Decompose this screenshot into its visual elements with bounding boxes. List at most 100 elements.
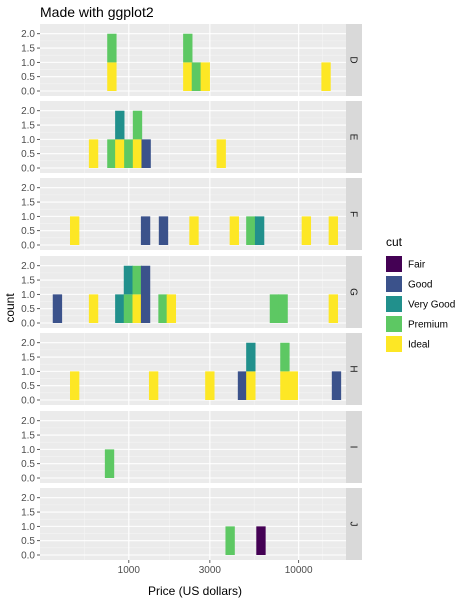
y-tick-label: 0.0 [21, 164, 35, 175]
legend-key [386, 316, 402, 332]
y-tick-label: 2.0 [21, 106, 35, 117]
x-axis-title: Price (US dollars) [148, 584, 242, 598]
y-tick-label: 0.0 [21, 241, 35, 252]
facet-strip [346, 101, 362, 173]
x-tick-label: 1000 [118, 565, 141, 576]
y-tick-label: 0.0 [21, 396, 35, 407]
y-tick-label: 1.0 [21, 135, 35, 146]
bar-premium [246, 216, 256, 245]
legend: cut Fair Good Very Good Premium Ideal [386, 235, 455, 352]
bar-good [140, 265, 151, 323]
y-tick-label: 1.5 [21, 44, 35, 55]
bar-premium [269, 294, 280, 323]
bar-fair [256, 526, 266, 555]
bar-ideal [301, 216, 312, 245]
bar-premium [183, 33, 193, 63]
facet-panel-d: 0.0 0.5 1.0 1.5 2.0 D [21, 24, 362, 98]
legend-key [386, 256, 402, 272]
facet-panel-f: 0.0 0.5 1.0 1.5 2.0 F [21, 178, 362, 252]
facet-panel-g: 0.0 0.5 1.0 1.5 2.0 G [21, 256, 362, 330]
bar-premium [107, 139, 117, 168]
y-tick-label: 1.5 [21, 508, 35, 519]
legend-item-good: Good [386, 276, 432, 292]
bar-premium [191, 62, 202, 91]
bar-premium [278, 294, 288, 323]
y-tick-label: 2.0 [21, 338, 35, 349]
panel-background [40, 256, 346, 328]
y-tick-label: 0.5 [21, 304, 35, 315]
bar-ideal [132, 294, 142, 323]
bar-premium [123, 294, 134, 323]
y-tick-label: 0.5 [21, 72, 35, 83]
bar-premium [225, 526, 235, 555]
y-tick-label: 1.0 [21, 445, 35, 456]
bar-good [52, 294, 63, 323]
y-tick-label: 2.0 [21, 493, 35, 504]
legend-label: Good [408, 280, 432, 291]
y-tick-label: 1.5 [21, 198, 35, 209]
y-tick-label: 1.5 [21, 121, 35, 132]
legend-label: Ideal [408, 340, 430, 351]
bar-ideal [88, 139, 99, 168]
y-tick-label: 0.0 [21, 319, 35, 330]
bar-ideal [132, 139, 143, 168]
bar-good [141, 139, 151, 168]
y-tick-label: 0.5 [21, 226, 35, 237]
facet-strip-label: E [348, 134, 359, 141]
y-tick-label: 1.0 [21, 522, 35, 533]
legend-key [386, 276, 402, 292]
legend-item-very-good: Very Good [386, 296, 455, 312]
y-tick-label: 0.5 [21, 536, 35, 547]
panel-background [40, 333, 346, 405]
bar-ideal [69, 371, 80, 400]
bar-good [158, 216, 169, 245]
panel-background [40, 101, 346, 173]
legend-label: Fair [408, 260, 426, 271]
facet-strip [346, 333, 362, 405]
y-tick-label: 1.5 [21, 276, 35, 287]
y-tick-label: 0.5 [21, 149, 35, 160]
facet-panel-e: 0.0 0.5 1.0 1.5 2.0 E [21, 101, 362, 175]
y-tick-label: 1.5 [21, 431, 35, 442]
facet-strip [346, 178, 362, 250]
y-tick-label: 1.0 [21, 290, 35, 301]
facet-strip-label: I [348, 446, 359, 449]
y-tick-label: 1.0 [21, 58, 35, 69]
y-tick-label: 1.5 [21, 353, 35, 364]
legend-label: Premium [408, 320, 448, 331]
bar-very-good [115, 110, 125, 140]
y-tick-label: 2.0 [21, 183, 35, 194]
facet-strip [346, 256, 362, 328]
bar-ideal [205, 371, 215, 400]
bar-ideal [229, 216, 239, 245]
bar-very-good [246, 342, 256, 372]
facet-strip-label: F [348, 211, 359, 217]
bar-good [237, 371, 248, 400]
facet-strip-label: D [348, 56, 359, 63]
panel-background [40, 488, 346, 560]
bar-ideal [328, 294, 338, 323]
bar-very-good [254, 216, 265, 245]
bar-ideal [200, 62, 210, 91]
y-tick-label: 2.0 [21, 29, 35, 40]
y-tick-label: 0.0 [21, 474, 35, 485]
facet-panel-i: 0.0 0.5 1.0 1.5 2.0 I [21, 411, 362, 485]
facet-strip-label: G [348, 288, 359, 296]
bar-premium [132, 265, 142, 295]
y-tick-label: 2.0 [21, 416, 35, 427]
bar-ideal [246, 371, 256, 400]
panel-background [40, 411, 346, 483]
y-tick-label: 0.5 [21, 459, 35, 470]
bar-ideal [321, 62, 331, 91]
bar-ideal [166, 294, 177, 323]
bar-ideal [88, 294, 99, 323]
bar-ideal [189, 216, 199, 245]
x-tick-label: 3000 [199, 565, 222, 576]
bar-good [140, 216, 151, 245]
y-tick-label: 1.0 [21, 367, 35, 378]
x-tick-label: 10000 [285, 565, 313, 576]
bar-very-good [115, 294, 125, 323]
legend-key [386, 336, 402, 352]
y-axis-title: count [3, 293, 17, 323]
